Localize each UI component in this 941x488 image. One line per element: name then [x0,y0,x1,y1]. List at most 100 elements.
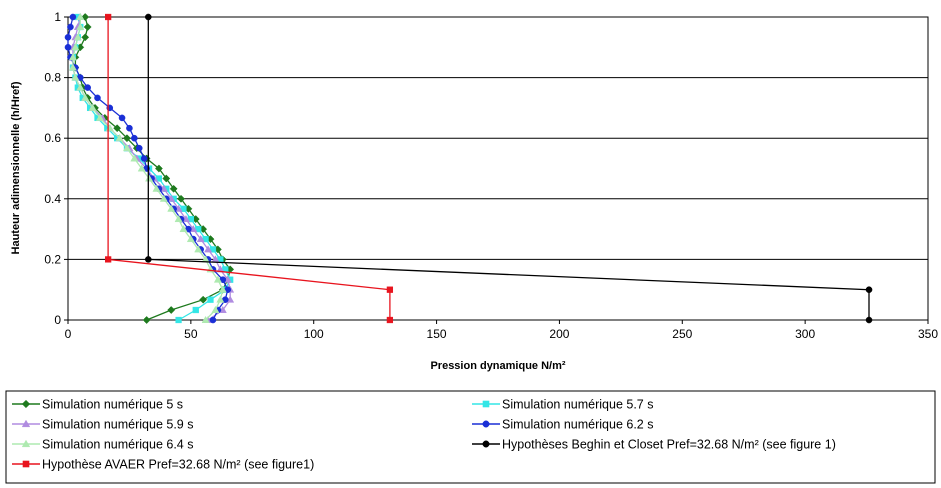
legend-entry: Simulation numérique 6.2 s [472,418,653,432]
data-point [211,305,220,313]
data-point [174,214,183,223]
data-point [386,316,394,324]
data-point [218,285,227,293]
series-7 [105,13,394,324]
data-point [64,43,72,51]
data-point [169,184,178,193]
plot-area [67,16,929,321]
data-point [64,33,72,41]
legend-entry: Simulation numérique 6.4 s [12,438,193,452]
data-point [159,194,168,202]
data-point [209,316,217,324]
legend-label: Simulation numérique 5.9 s [42,418,193,432]
data-point [194,245,203,253]
data-point [162,174,171,183]
data-point [131,134,138,142]
legend-label: Hypothèses Beghin et Closet Pref=32.68 N… [502,438,836,452]
series-layer [64,12,873,324]
data-point [145,174,154,182]
y-tick-label: 1 [54,10,61,24]
y-tick-label: 0 [54,313,61,327]
y-tick-label: 0.6 [44,131,61,145]
data-point [196,234,205,243]
data-point [68,53,77,61]
legend-marker [482,440,490,448]
data-point [175,316,182,324]
data-point [81,33,90,42]
data-point [73,33,82,41]
x-axis-title: Pression dynamique N/m² [430,360,565,372]
data-point [113,124,122,133]
data-point [76,12,85,20]
data-point [204,245,213,253]
data-point [130,154,139,162]
legend-label: Simulation numérique 5 s [42,398,183,412]
data-point [201,315,210,323]
data-point [213,275,222,283]
data-point [142,316,151,324]
x-tick-label: 200 [549,327,569,341]
legend-label: Simulation numérique 6.2 s [502,418,653,432]
data-point [144,13,152,21]
legend-entry: Hypothèse AVAER Pref=32.68 N/m² (see fig… [12,458,314,472]
y-tick-label: 0.2 [44,252,61,266]
x-tick-label: 150 [427,327,447,341]
data-point [192,306,199,314]
data-point [140,155,148,162]
data-point [115,134,124,142]
legend-label: Hypothèse AVAER Pref=32.68 N/m² (see fig… [42,458,314,472]
x-tick-label: 50 [184,327,198,341]
x-tick-label: 250 [672,327,692,341]
legend-entry: Simulation numérique 5.9 s [12,418,193,432]
data-point [179,224,188,233]
data-point [865,286,873,294]
legend-entry: Simulation numérique 5 s [12,398,183,412]
data-point [216,295,225,303]
series-line [147,17,870,320]
data-point [71,43,80,51]
data-point [865,316,873,324]
data-point [69,13,77,21]
legend-label: Simulation numérique 6.4 s [42,438,193,452]
data-point [67,23,74,31]
legend-marker [21,399,31,409]
legend [5,390,936,484]
data-point [154,164,163,173]
legend-marker [482,420,490,428]
data-point [123,134,131,143]
data-point [144,256,152,263]
data-point [207,296,214,303]
y-tick-label: 0.8 [44,71,61,85]
y-axis-title: Hauteur adimensionnelle (h/Href) [10,81,22,254]
legend-marker [21,439,31,448]
x-tick-label: 0 [65,327,72,341]
data-point [83,23,92,31]
data-point [177,194,185,203]
x-tick-label: 300 [795,327,815,341]
data-point [167,306,176,314]
data-point [137,164,146,172]
data-point [186,234,195,243]
data-point [81,93,90,101]
legend-label: Simulation numérique 5.7 s [502,398,653,412]
data-point [105,13,112,21]
data-point [135,144,143,152]
data-point [76,83,85,91]
data-point [126,124,133,132]
data-point [71,73,80,81]
data-point [76,22,85,30]
data-point [118,114,126,122]
data-point [105,256,112,263]
legend-entries: Simulation numérique 5 s Simulation numér… [12,398,836,472]
data-point [167,204,176,212]
legend-entry: Hypothèses Beghin et Closet Pref=32.68 N… [472,438,836,452]
legend-marker [22,460,30,468]
legend-marker [482,400,490,408]
data-point [152,184,161,192]
series-6 [144,13,873,324]
y-tick-label: 0.4 [44,192,61,206]
legend-entry: Simulation numérique 5.7 s [472,398,653,412]
x-tick-label: 100 [304,327,324,341]
data-point [386,286,394,293]
